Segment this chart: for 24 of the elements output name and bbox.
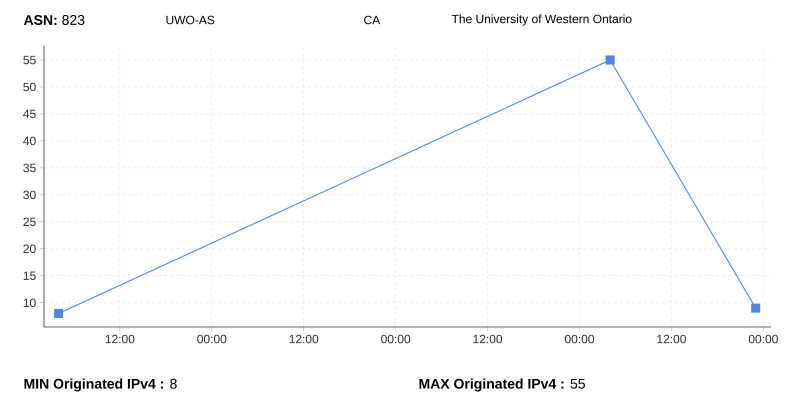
y-tick-label: 25 — [23, 218, 36, 226]
x-tick-label: 12:00 — [106, 334, 134, 344]
x-tick-label: 00:00 — [748, 334, 778, 344]
y-tick-label: 15 — [24, 272, 36, 280]
y-tick-label: 35 — [23, 164, 36, 172]
y-tick-label: 10 — [24, 298, 36, 307]
text: CA — [364, 16, 380, 24]
x-tick-label: 12:00 — [473, 334, 502, 344]
y-tick-label: 55 — [23, 56, 36, 64]
y-tick-label: 20 — [23, 244, 36, 254]
x-tick-label: 12:00 — [290, 334, 318, 344]
y-tick-label: 30 — [23, 190, 36, 200]
x-tick-label: 00:00 — [197, 334, 226, 344]
x-tick-label: 00:00 — [564, 334, 594, 344]
chart-title: ASN: 823 — [24, 15, 84, 25]
x-tick-label: 00:00 — [381, 334, 410, 344]
text: MAX Originated IPv4 : 55 — [419, 378, 585, 392]
x-tick-label: 12:00 — [657, 334, 686, 344]
text: MIN Originated IPv4 : 8 — [24, 378, 177, 392]
y-tick-label: 40 — [23, 136, 36, 146]
text: UWO-AS — [166, 16, 214, 24]
y-tick-label: 45 — [23, 110, 36, 118]
text: The University of Western Ontario — [452, 14, 632, 26]
y-tick-label: 50 — [23, 82, 36, 92]
